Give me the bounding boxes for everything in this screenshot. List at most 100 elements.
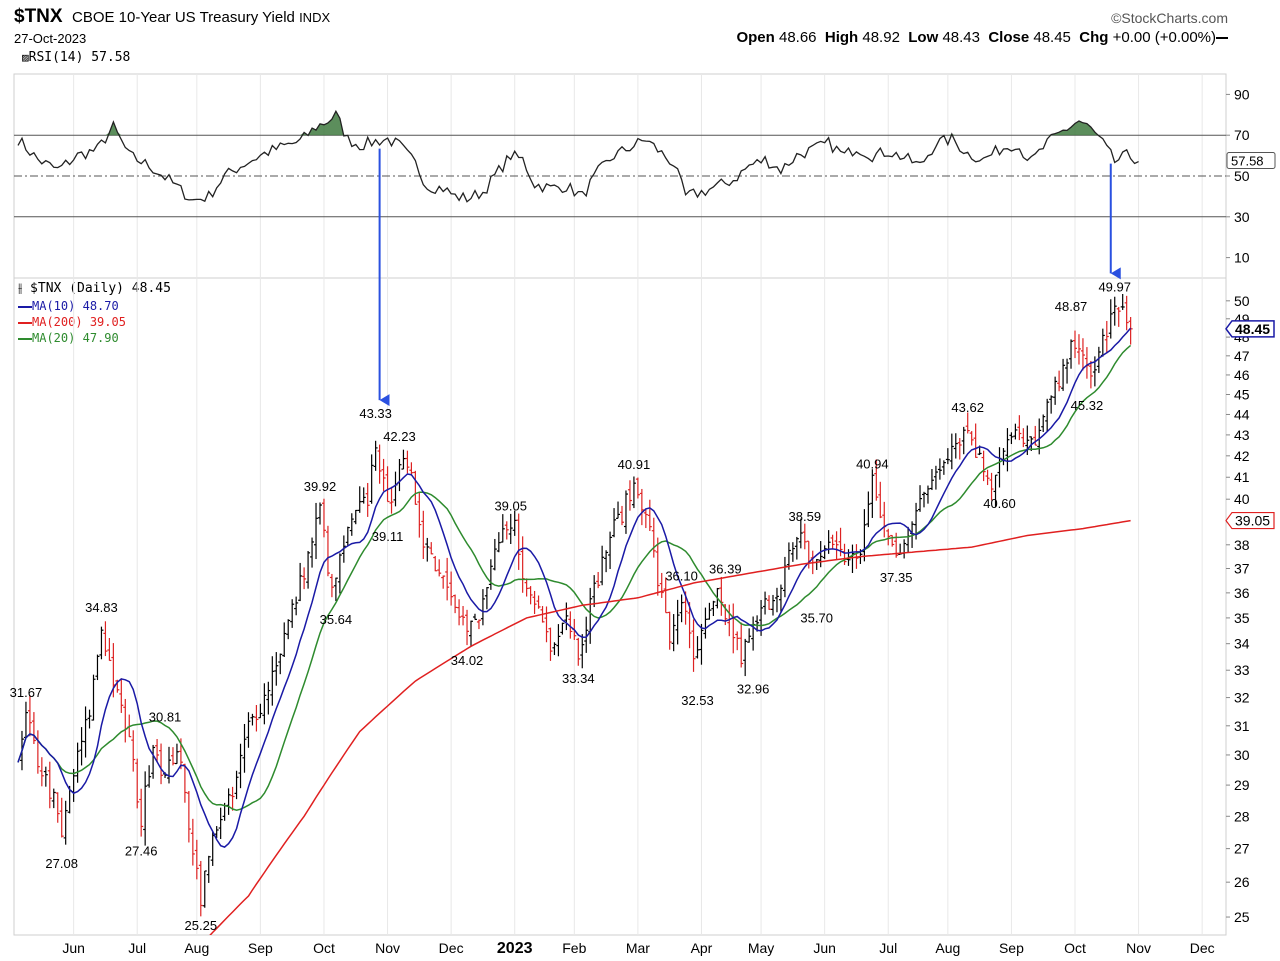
price-bar bbox=[210, 831, 215, 866]
price-bar bbox=[874, 459, 879, 501]
price-bar bbox=[75, 742, 80, 783]
price-bar bbox=[643, 509, 648, 529]
price-bar bbox=[123, 698, 128, 743]
last-price-box: 48.45 bbox=[1225, 320, 1275, 338]
chg-dash bbox=[1216, 37, 1228, 39]
price-bar bbox=[274, 652, 279, 686]
price-bar bbox=[202, 870, 207, 908]
price-bar bbox=[520, 536, 525, 593]
price-bar bbox=[941, 460, 946, 475]
price-bar bbox=[333, 577, 338, 601]
price-bar bbox=[1041, 414, 1046, 432]
price-tick-label: 37 bbox=[1234, 561, 1250, 577]
axis-layer: Jun Jul Aug Sep Oct Nov Dec 2023 Feb Mar Apr May Jun… bbox=[62, 86, 1276, 957]
price-bar bbox=[711, 600, 716, 617]
price-bar bbox=[87, 709, 92, 729]
price-bar bbox=[95, 654, 100, 681]
price-bar bbox=[679, 594, 684, 623]
ma20-legend-label: MA(20) bbox=[32, 331, 76, 345]
price-bar bbox=[51, 788, 56, 809]
price-bar bbox=[989, 472, 994, 501]
close-value: 48.45 bbox=[1033, 29, 1071, 46]
rsi-tick-label: 10 bbox=[1234, 250, 1250, 266]
price-annotation-label: 40.94 bbox=[856, 457, 889, 472]
x-tick-label: Sep bbox=[248, 940, 273, 956]
price-bar bbox=[504, 521, 509, 540]
x-tick-label: Aug bbox=[935, 940, 960, 956]
price-bar bbox=[417, 492, 422, 538]
symbol-description: CBOE 10-Year US Treasury Yield INDX bbox=[72, 9, 330, 26]
price-bar bbox=[35, 730, 40, 774]
price-bar bbox=[492, 538, 497, 571]
price-bar bbox=[99, 626, 104, 660]
price-bar bbox=[83, 706, 88, 758]
price-bar bbox=[23, 701, 28, 739]
price-annotation-label: 49.97 bbox=[1098, 279, 1131, 294]
price-bar bbox=[500, 514, 505, 543]
price-bar bbox=[1013, 423, 1018, 440]
price-bar bbox=[1045, 398, 1050, 432]
price-tick-label: 50 bbox=[1234, 293, 1250, 309]
price-annotation-label: 42.23 bbox=[383, 429, 416, 444]
price-bar bbox=[1080, 338, 1085, 371]
price-bar bbox=[306, 550, 311, 589]
price-bar bbox=[397, 458, 402, 492]
price-bar bbox=[198, 860, 203, 917]
price-annotation-label: 48.87 bbox=[1055, 299, 1088, 314]
price-bar bbox=[329, 573, 334, 598]
price-bar bbox=[755, 615, 760, 632]
price-bar bbox=[103, 621, 108, 657]
x-tick-label: Oct bbox=[1064, 940, 1086, 956]
ma200-legend-label: MA(200) bbox=[32, 315, 83, 329]
price-bar bbox=[933, 465, 938, 490]
price-bar bbox=[238, 743, 243, 789]
price-bar bbox=[802, 523, 807, 550]
price-tick-label: 44 bbox=[1234, 406, 1250, 422]
exchange-text: INDX bbox=[299, 10, 331, 25]
low-label: Low bbox=[908, 29, 939, 46]
price-bar bbox=[659, 572, 664, 598]
price-bar bbox=[600, 545, 605, 586]
price-tick-label: 29 bbox=[1234, 777, 1250, 793]
price-bar bbox=[508, 513, 513, 545]
rsi-tick-label: 70 bbox=[1234, 127, 1250, 143]
price-bar bbox=[528, 586, 533, 605]
price-tick-label: 25 bbox=[1234, 909, 1250, 925]
price-bar bbox=[743, 638, 748, 677]
price-bar bbox=[186, 790, 191, 843]
symbol-title: $TNX bbox=[14, 6, 63, 27]
ma10-legend-value: 48.70 bbox=[82, 299, 119, 313]
price-bar bbox=[1057, 370, 1062, 392]
price-bar bbox=[1053, 376, 1058, 405]
price-bar bbox=[1100, 328, 1105, 357]
price-bar bbox=[1096, 346, 1101, 374]
price-bar bbox=[918, 485, 923, 512]
price-bar bbox=[937, 458, 942, 480]
price-bar bbox=[973, 423, 978, 458]
price-bar bbox=[870, 469, 875, 518]
price-annotation-label: 32.53 bbox=[681, 693, 714, 708]
x-tick-label: Sep bbox=[999, 940, 1024, 956]
price-bar bbox=[353, 509, 358, 525]
price-bar bbox=[580, 634, 585, 669]
price-bar bbox=[151, 744, 156, 779]
price-bar bbox=[155, 739, 160, 763]
last-price-box-text: 48.45 bbox=[1235, 321, 1270, 337]
price-bar bbox=[310, 537, 315, 568]
price-annotation-label: 35.70 bbox=[800, 610, 833, 625]
price-annotation-label: 33.34 bbox=[562, 671, 595, 686]
price-bar bbox=[27, 695, 32, 737]
price-bar bbox=[461, 606, 466, 626]
price-bar bbox=[699, 623, 704, 665]
price-bar bbox=[361, 487, 366, 504]
price-bar bbox=[1061, 358, 1066, 391]
price-bar bbox=[767, 595, 772, 610]
price-bar bbox=[922, 491, 926, 508]
price-bar bbox=[159, 743, 164, 785]
price-tick-label: 30 bbox=[1234, 747, 1250, 763]
price-bar bbox=[147, 765, 152, 788]
price-bar bbox=[620, 505, 624, 526]
price-bar bbox=[409, 462, 414, 476]
price-bar bbox=[596, 572, 601, 589]
ma200-box-text: 39.05 bbox=[1235, 513, 1270, 529]
